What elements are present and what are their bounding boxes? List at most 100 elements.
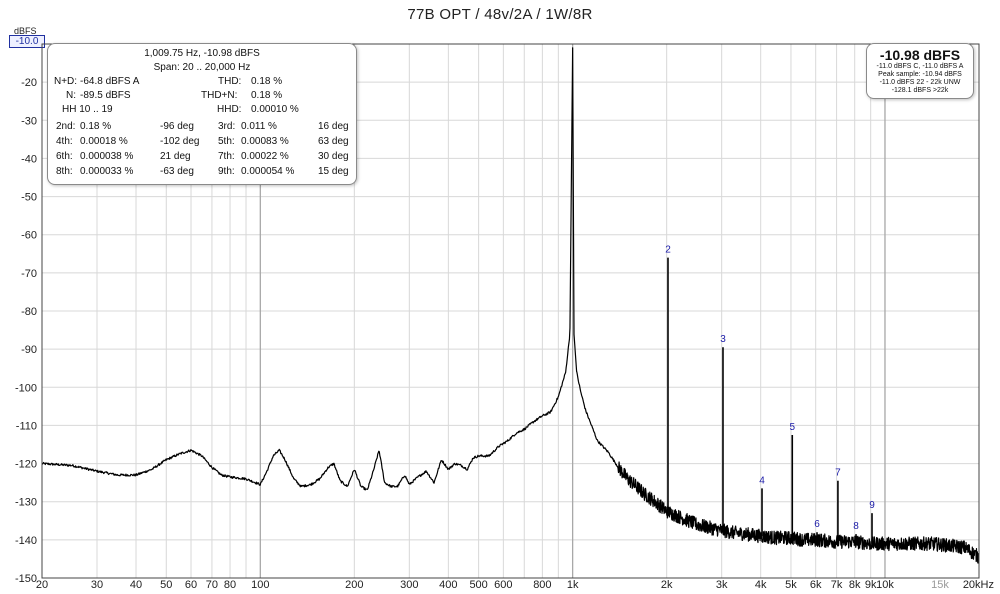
nd-value: -64.8 dBFS A — [80, 76, 140, 87]
level-weighted-readout: -11.0 dBFS C, -11.0 dBFS A — [876, 63, 964, 70]
x-tick-label: 100 — [251, 579, 269, 591]
x-tick-label: 30 — [91, 579, 103, 591]
harmonic-label: 2nd: — [56, 121, 76, 132]
distortion-stats-panel[interactable]: 1,009.75 Hz, -10.98 dBFS Span: 20 .. 20,… — [47, 43, 357, 185]
x-tick-label: 80 — [224, 579, 236, 591]
harmonic-value: 0.000038 % — [80, 151, 134, 162]
harmonic-label: 3rd: — [218, 121, 236, 132]
y-tick-label: -90 — [21, 344, 37, 356]
x-tick-label: 60 — [185, 579, 197, 591]
peak-sample-readout: Peak sample: -10.94 dBFS — [878, 71, 962, 78]
y-tick-label: -140 — [15, 535, 37, 547]
harmonic-label-4: 4 — [759, 475, 765, 486]
level-readout-panel[interactable]: -10.98 dBFS -11.0 dBFS C, -11.0 dBFS A P… — [866, 43, 974, 99]
harmonic-phase: -96 deg — [160, 121, 194, 132]
x-tick-label: 200 — [345, 579, 363, 591]
thdn-value: 0.18 % — [251, 90, 283, 101]
harmonic-phase: 63 deg — [318, 136, 349, 147]
x-tick-label: 600 — [494, 579, 512, 591]
harmonic-stats-row: 2nd: 0.18 % -96 deg 3rd: 0.011 % 16 deg — [48, 120, 356, 134]
y-tick-label: -40 — [21, 153, 37, 165]
fundamental-readout: 1,009.75 Hz, -10.98 dBFS — [144, 48, 260, 59]
harmonic-phase: 30 deg — [318, 151, 349, 162]
harmonic-phase: 16 deg — [318, 121, 349, 132]
x-tick-label: 9k — [865, 579, 877, 591]
x-tick-label: 400 — [439, 579, 457, 591]
y-tick-label: -20 — [21, 77, 37, 89]
thd-value: 0.18 % — [251, 76, 283, 87]
x-tick-label: 4k — [755, 579, 767, 591]
hhd-label: HHD: — [217, 104, 242, 115]
top-level-field[interactable]: -10.0 — [9, 35, 45, 48]
harmonic-value: 0.00018 % — [80, 136, 128, 147]
x-tick-label: 2k — [661, 579, 673, 591]
y-tick-label: -70 — [21, 268, 37, 280]
harmonic-label: 6th: — [56, 151, 73, 162]
x-tick-label: 70 — [206, 579, 218, 591]
harmonic-stats-row: 6th: 0.000038 % 21 deg 7th: 0.00022 % 30 deg — [48, 150, 356, 164]
stats-row-freq: 1,009.75 Hz, -10.98 dBFS — [48, 47, 356, 61]
y-tick-label: -30 — [21, 115, 37, 127]
x-tick-label: 40 — [130, 579, 142, 591]
harmonic-value: 0.00083 % — [241, 136, 289, 147]
x-axis-ticks: 20 30 40 50 60 70 80 100 200 300 400 500 600 800 1k 2k 3… — [36, 579, 994, 591]
span-readout: Span: 20 .. 20,000 Hz — [153, 62, 251, 73]
harmonic-value: 0.000054 % — [241, 166, 295, 177]
x-tick-label: 300 — [400, 579, 418, 591]
x-tick-label: 8k — [849, 579, 861, 591]
n-value: -89.5 dBFS — [80, 90, 131, 101]
harmonic-label-8: 8 — [853, 521, 859, 532]
plot-frame — [41, 43, 980, 579]
thdn-label: THD+N: — [201, 90, 238, 101]
stats-row-hh: HH 10 .. 19 HHD: 0.00010 % — [48, 103, 356, 117]
x-tick-label: 50 — [160, 579, 172, 591]
nd-label: N+D: — [54, 76, 78, 87]
above-band-readout: -128.1 dBFS >22k — [891, 87, 949, 94]
y-tick-label: -110 — [16, 420, 37, 432]
y-axis-ticks: -20 -30 -40 -50 -60 -70 -80 -90 -100 -110 -120 -130… — [15, 77, 37, 585]
unweighted-readout: -11.0 dBFS 22 - 22k UNW — [879, 79, 961, 86]
harmonic-label: 7th: — [218, 151, 235, 162]
x-tick-label: 20kHz — [963, 579, 994, 591]
harmonic-label-2: 2 — [665, 245, 671, 256]
hhd-value: 0.00010 % — [251, 104, 299, 115]
harmonic-label: 4th: — [56, 136, 73, 147]
y-tick-label: -60 — [21, 230, 37, 242]
harmonic-label-3: 3 — [720, 334, 726, 345]
x-tick-label: 15k — [931, 579, 949, 591]
harmonic-phase: 15 deg — [318, 166, 349, 177]
x-tick-label: 6k — [810, 579, 822, 591]
stats-row-n: N: -89.5 dBFS THD+N: 0.18 % — [48, 89, 356, 103]
y-tick-label: -130 — [15, 497, 37, 509]
x-tick-label: 800 — [533, 579, 551, 591]
harmonic-label-7: 7 — [835, 468, 841, 479]
y-axis-unit: dBFS — [14, 26, 37, 36]
level-main-value: -10.98 dBFS — [879, 47, 961, 63]
y-tick-label: -100 — [15, 382, 37, 394]
harmonic-markers: 2 3 4 5 6 7 89 — [665, 245, 875, 544]
x-tick-label: 7k — [831, 579, 843, 591]
x-tick-label: 3k — [716, 579, 728, 591]
harmonic-value: 0.18 % — [80, 121, 112, 132]
x-tick-label: 5k — [785, 579, 797, 591]
harmonic-label: 8th: — [56, 166, 73, 177]
y-tick-label: -80 — [21, 306, 37, 318]
harmonic-label-9: 9 — [869, 500, 875, 511]
harmonic-value: 0.00022 % — [241, 151, 289, 162]
x-tick-label: 500 — [469, 579, 487, 591]
y-tick-label: -50 — [21, 192, 37, 204]
chart-title: 77B OPT / 48v/2A / 1W/8R — [407, 6, 593, 23]
harmonic-label: 9th: — [218, 166, 235, 177]
hh-label: HH 10 .. 19 — [62, 104, 113, 115]
n-label: N: — [66, 90, 76, 101]
thd-label: THD: — [218, 76, 242, 87]
x-tick-label: 10k — [876, 579, 894, 591]
y-tick-label: -150 — [15, 573, 37, 585]
y-tick-label: -120 — [15, 459, 37, 471]
spectrum-line — [41, 47, 980, 564]
harmonic-value: 0.011 % — [241, 121, 277, 132]
harmonic-stats-row: 4th: 0.00018 % -102 deg 5th: 0.00083 % 63 deg — [48, 135, 356, 149]
harmonic-label: 5th: — [218, 136, 235, 147]
stats-row-nd: N+D: -64.8 dBFS A THD: 0.18 % — [48, 75, 356, 89]
